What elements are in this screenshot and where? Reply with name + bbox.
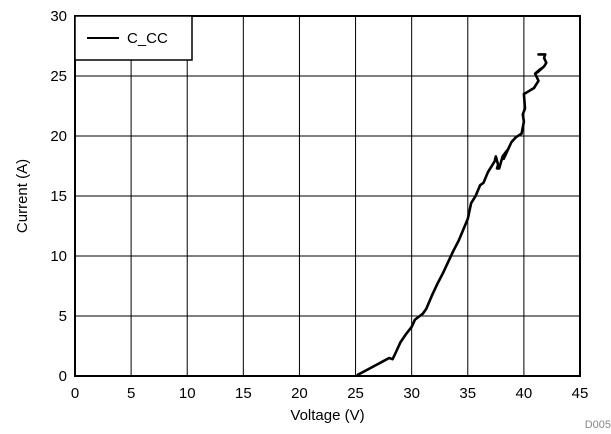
y-tick-label-3: 15 bbox=[50, 188, 67, 205]
x-axis-label: Voltage (V) bbox=[290, 407, 364, 424]
series-layer bbox=[356, 53, 548, 377]
y-tick-label-0: 0 bbox=[59, 368, 67, 385]
y-tick-label-2: 10 bbox=[50, 248, 67, 265]
legend-label-c-cc: C_CC bbox=[127, 30, 168, 47]
legend: C_CC bbox=[74, 15, 193, 61]
x-tick-label-2: 10 bbox=[179, 385, 196, 402]
x-tick-label-3: 15 bbox=[235, 385, 252, 402]
series-line-c-cc bbox=[356, 53, 548, 377]
y-tick-label-5: 25 bbox=[50, 68, 67, 85]
grid-lines bbox=[75, 16, 580, 376]
y-tick-label-1: 5 bbox=[59, 308, 67, 325]
x-tick-label-0: 0 bbox=[71, 385, 79, 402]
x-tick-label-9: 45 bbox=[572, 385, 589, 402]
x-tick-label-1: 5 bbox=[127, 385, 135, 402]
y-tick-label-4: 20 bbox=[50, 128, 67, 145]
x-tick-labels: 0 5 10 15 20 25 30 35 40 45 bbox=[71, 385, 589, 402]
y-tick-label-6: 30 bbox=[50, 8, 67, 25]
x-tick-label-8: 40 bbox=[516, 385, 533, 402]
x-tick-label-4: 20 bbox=[291, 385, 308, 402]
x-tick-label-7: 35 bbox=[459, 385, 476, 402]
x-tick-label-5: 25 bbox=[347, 385, 364, 402]
x-tick-label-6: 30 bbox=[403, 385, 420, 402]
y-tick-labels: 0 5 10 15 20 25 30 bbox=[50, 8, 67, 385]
y-axis-label: Current (A) bbox=[14, 159, 31, 233]
figure-id: D005 bbox=[585, 419, 611, 431]
plot-frame bbox=[74, 15, 581, 377]
